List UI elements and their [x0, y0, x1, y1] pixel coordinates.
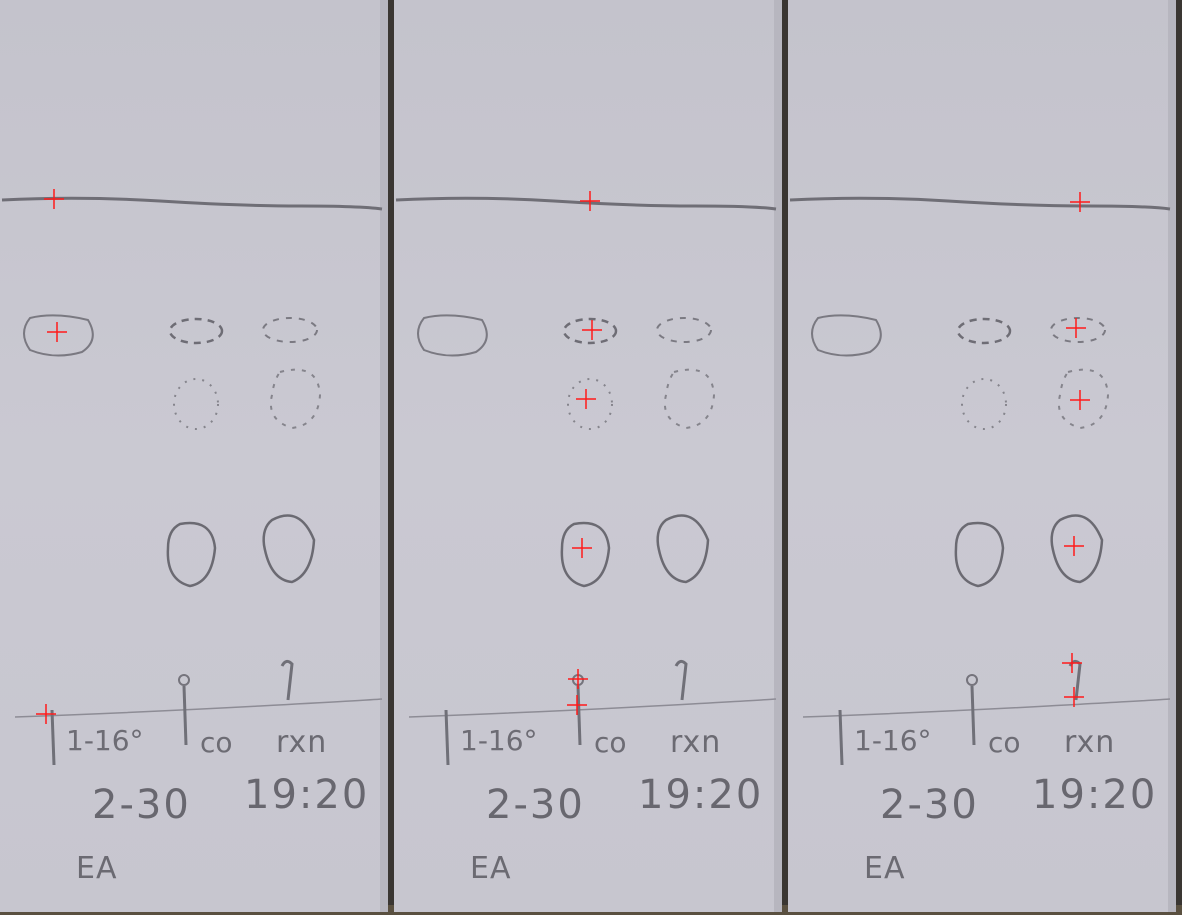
lane3-label: rxn: [1064, 725, 1115, 760]
tlc-plate-3: 1-16° co rxn 2-30 19:20 EA: [786, 0, 1178, 914]
time-label: 19:20: [244, 772, 369, 818]
ratio-label: 2-30: [880, 782, 979, 828]
time-label: 19:20: [638, 772, 763, 818]
ratio-label: 2-30: [486, 782, 585, 828]
lane2-label: co: [200, 726, 233, 759]
solvent-label: EA: [76, 851, 117, 886]
lane2-label: co: [988, 726, 1021, 759]
solvent-label: EA: [864, 851, 905, 886]
lane1-label: 1-16°: [854, 724, 932, 757]
lane1-label: 1-16°: [66, 724, 144, 757]
lane2-label: co: [594, 726, 627, 759]
lane3-label: rxn: [670, 725, 721, 760]
tlc-plate-2: 1-16° co rxn 2-30 19:20 EA: [392, 0, 784, 914]
tlc-plate-1: 1-16° co rxn 2-30 19:20 EA: [0, 0, 390, 914]
time-label: 19:20: [1032, 772, 1157, 818]
lane3-label: rxn: [276, 725, 327, 760]
ratio-label: 2-30: [92, 782, 191, 828]
lane1-label: 1-16°: [460, 724, 538, 757]
solvent-label: EA: [470, 851, 511, 886]
